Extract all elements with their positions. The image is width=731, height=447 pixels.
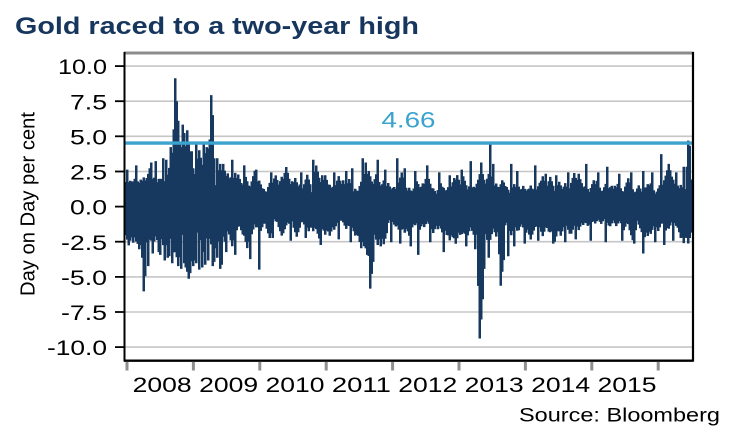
svg-text:2012: 2012 (398, 374, 457, 397)
svg-text:2.5: 2.5 (70, 162, 107, 185)
svg-text:5.0: 5.0 (70, 126, 107, 149)
svg-text:-2.5: -2.5 (61, 232, 107, 255)
svg-text:2008: 2008 (133, 374, 192, 397)
svg-text:10.0: 10.0 (58, 56, 107, 79)
svg-text:2015: 2015 (598, 374, 657, 397)
svg-text:7.5: 7.5 (70, 91, 107, 114)
svg-text:2014: 2014 (531, 374, 590, 397)
svg-text:2013: 2013 (465, 374, 524, 397)
svg-text:-5.0: -5.0 (61, 267, 107, 290)
svg-text:Source: Bloomberg: Source: Bloomberg (519, 406, 720, 427)
svg-text:0.0: 0.0 (70, 197, 107, 220)
svg-text:-10.0: -10.0 (47, 337, 107, 360)
svg-text:4.66: 4.66 (382, 108, 436, 133)
svg-text:2011: 2011 (332, 374, 391, 397)
svg-text:2009: 2009 (199, 374, 258, 397)
svg-text:Gold raced to a two-year high: Gold raced to a two-year high (15, 13, 419, 40)
svg-text:Day on Day per cent: Day on Day per cent (18, 112, 40, 296)
svg-text:-7.5: -7.5 (61, 302, 107, 325)
svg-text:2010: 2010 (266, 374, 325, 397)
